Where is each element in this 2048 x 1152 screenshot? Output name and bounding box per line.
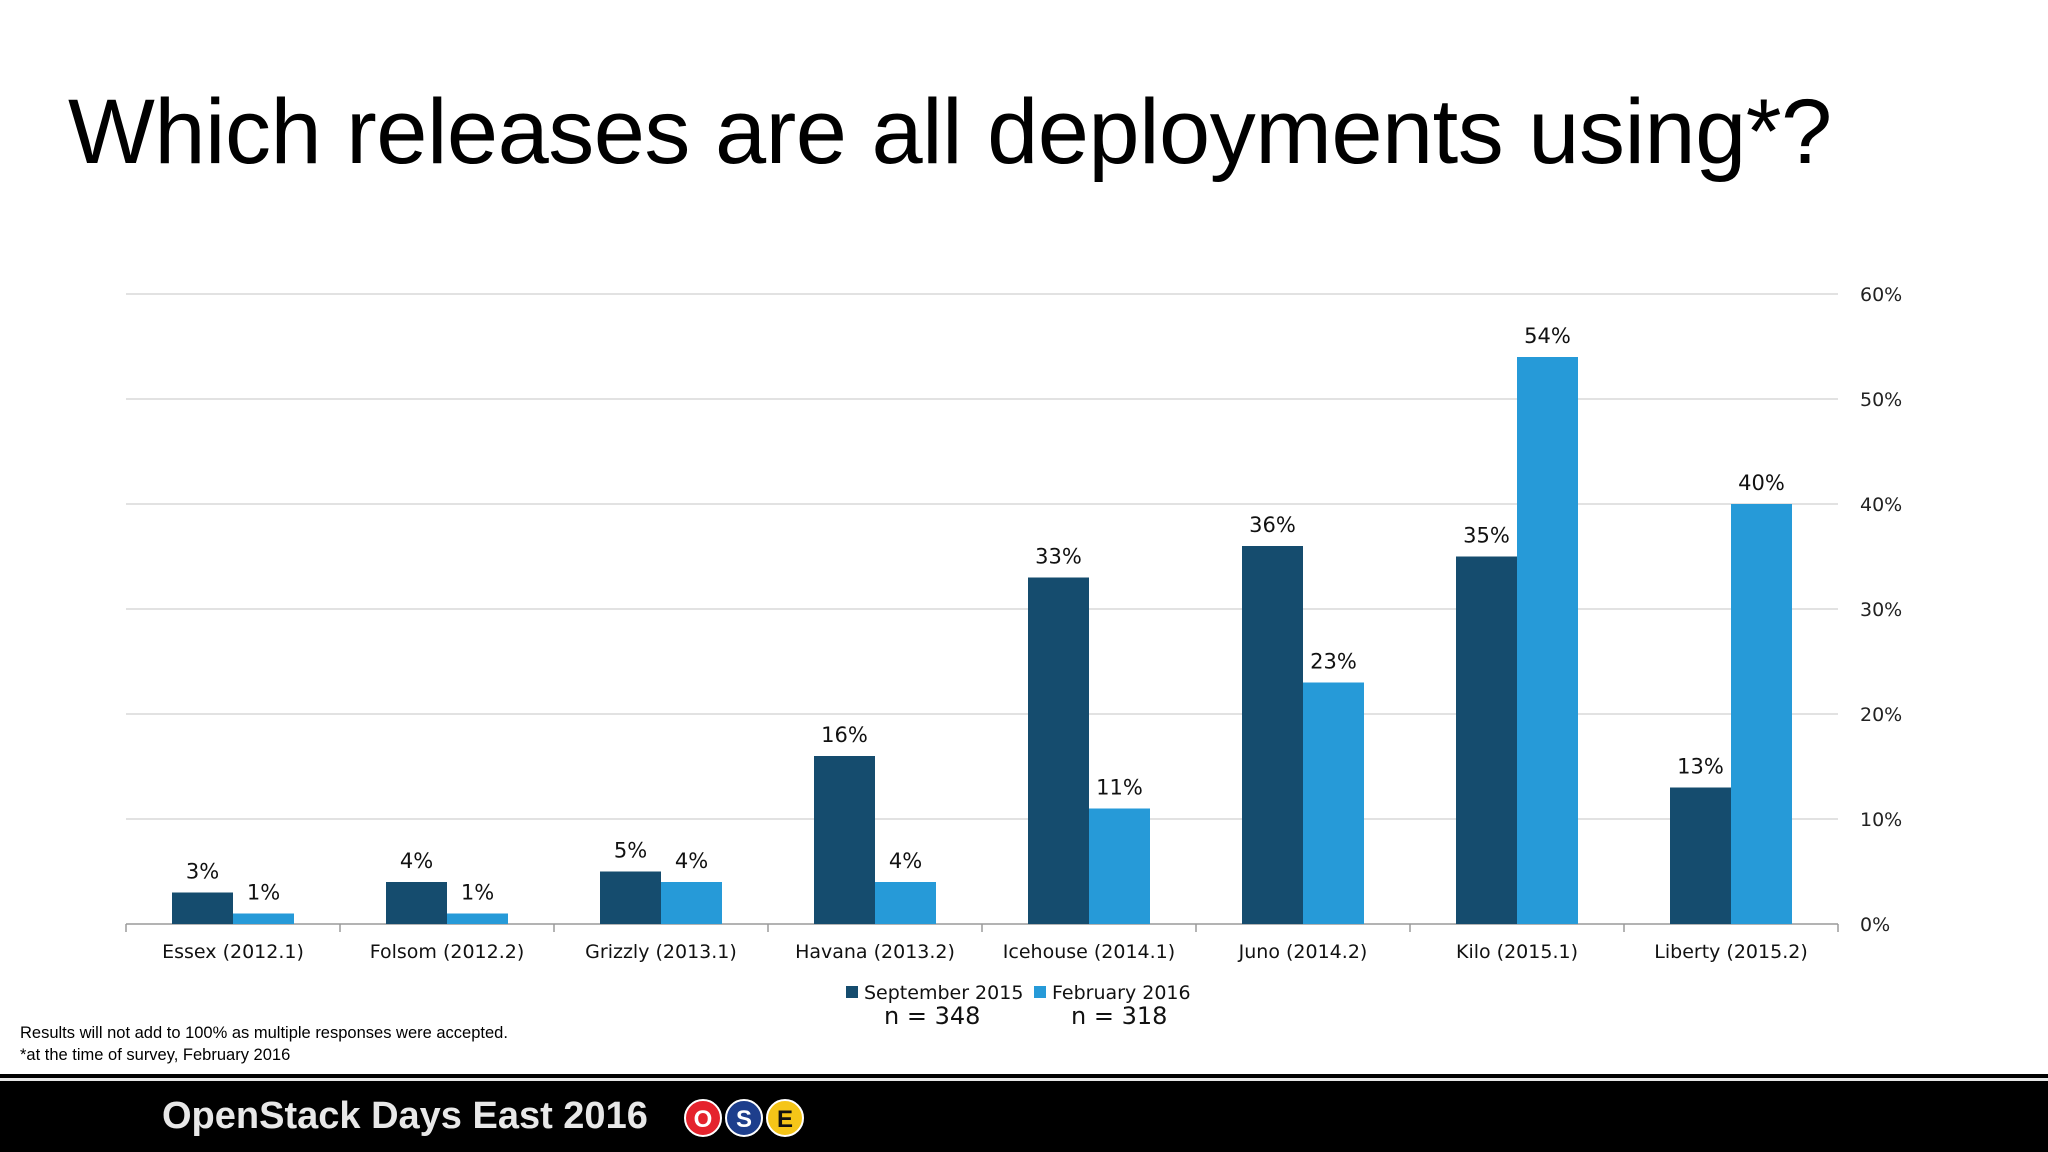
legend-item-february-2016: February 2016	[1034, 982, 1191, 1004]
slide-title: Which releases are all deployments using…	[68, 81, 1832, 183]
legend-n-september-2015: n = 348	[884, 1002, 981, 1030]
x-tick-label-essex-2012-1: Essex (2012.1)	[162, 941, 304, 963]
legend-swatch-september-2015	[846, 986, 858, 998]
legend-n-february-2016: n = 318	[1071, 1002, 1168, 1030]
legend-swatch-february-2016	[1034, 986, 1046, 998]
y-tick-label-0: 0%	[1860, 914, 1890, 936]
footer-divider	[0, 1074, 2048, 1078]
data-label-february-2016-folsom-2012-2: 1%	[461, 881, 494, 905]
data-label-september-2015-liberty-2015-2: 13%	[1677, 755, 1724, 779]
x-tick-label-havana-2013-2: Havana (2013.2)	[795, 941, 955, 963]
legend-item-september-2015: September 2015	[846, 982, 1023, 1004]
data-label-september-2015-havana-2013-2: 16%	[821, 723, 868, 747]
data-label-february-2016-kilo-2015-1: 54%	[1524, 324, 1571, 348]
bar-february-2016-folsom-2012-2	[447, 913, 508, 924]
ose-badge-s: S	[725, 1099, 763, 1137]
bar-september-2015-grizzly-2013-1	[600, 871, 661, 924]
data-label-february-2016-havana-2013-2: 4%	[889, 849, 922, 873]
y-tick-label-40: 40%	[1860, 494, 1902, 516]
bar-september-2015-essex-2012-1	[172, 892, 233, 924]
data-label-september-2015-juno-2014-2: 36%	[1249, 513, 1296, 537]
bar-february-2016-kilo-2015-1	[1517, 357, 1578, 924]
data-label-february-2016-liberty-2015-2: 40%	[1738, 471, 1785, 495]
data-label-february-2016-juno-2014-2: 23%	[1310, 650, 1357, 674]
data-label-september-2015-folsom-2012-2: 4%	[400, 849, 433, 873]
data-label-september-2015-essex-2012-1: 3%	[186, 860, 219, 884]
bar-february-2016-havana-2013-2	[875, 882, 936, 924]
bar-february-2016-liberty-2015-2	[1731, 504, 1792, 924]
data-label-september-2015-kilo-2015-1: 35%	[1463, 524, 1510, 548]
bar-february-2016-icehouse-2014-1	[1089, 808, 1150, 924]
bar-february-2016-grizzly-2013-1	[661, 882, 722, 924]
x-tick-label-kilo-2015-1: Kilo (2015.1)	[1456, 941, 1578, 963]
ose-badge-o: O	[684, 1099, 722, 1137]
y-tick-label-30: 30%	[1860, 599, 1902, 621]
bar-february-2016-essex-2012-1	[233, 913, 294, 924]
footnote-multiple-responses: Results will not add to 100% as multiple…	[20, 1024, 508, 1042]
footnotes: Results will not add to 100% as multiple…	[20, 1022, 508, 1066]
bar-september-2015-havana-2013-2	[814, 756, 875, 924]
bar-chart: 0% 10% 20% 30% 40% 50% 60% 3% 1% Essex (2012.1) 4%…	[125, 284, 1902, 963]
footer-divider-gap	[0, 1078, 2048, 1081]
bar-september-2015-folsom-2012-2	[386, 882, 447, 924]
ose-badge-e: E	[766, 1099, 804, 1137]
bar-september-2015-icehouse-2014-1	[1028, 577, 1089, 924]
x-tick-label-icehouse-2014-1: Icehouse (2014.1)	[1003, 941, 1175, 963]
y-tick-label-50: 50%	[1860, 389, 1902, 411]
bar-september-2015-kilo-2015-1	[1456, 556, 1517, 924]
y-tick-label-10: 10%	[1860, 809, 1902, 831]
y-tick-label-20: 20%	[1860, 704, 1902, 726]
x-tick-label-folsom-2012-2: Folsom (2012.2)	[370, 941, 525, 963]
bar-september-2015-liberty-2015-2	[1670, 787, 1731, 924]
legend-label-february-2016: February 2016	[1052, 982, 1191, 1004]
bar-february-2016-juno-2014-2	[1303, 682, 1364, 924]
footnote-survey-time: *at the time of survey, February 2016	[20, 1046, 291, 1064]
bar-september-2015-juno-2014-2	[1242, 546, 1303, 924]
data-label-september-2015-grizzly-2013-1: 5%	[614, 839, 647, 863]
data-label-february-2016-essex-2012-1: 1%	[247, 881, 280, 905]
data-label-february-2016-grizzly-2013-1: 4%	[675, 849, 708, 873]
x-tick-label-grizzly-2013-1: Grizzly (2013.1)	[585, 941, 737, 963]
footer-event-name: OpenStack Days East 2016	[162, 1095, 648, 1137]
x-tick-label-liberty-2015-2: Liberty (2015.2)	[1654, 941, 1807, 963]
data-label-september-2015-icehouse-2014-1: 33%	[1035, 545, 1082, 569]
x-tick-label-juno-2014-2: Juno (2014.2)	[1238, 941, 1368, 963]
legend-label-september-2015: September 2015	[864, 982, 1024, 1004]
y-tick-label-60: 60%	[1860, 284, 1902, 306]
data-label-february-2016-icehouse-2014-1: 11%	[1096, 776, 1143, 800]
